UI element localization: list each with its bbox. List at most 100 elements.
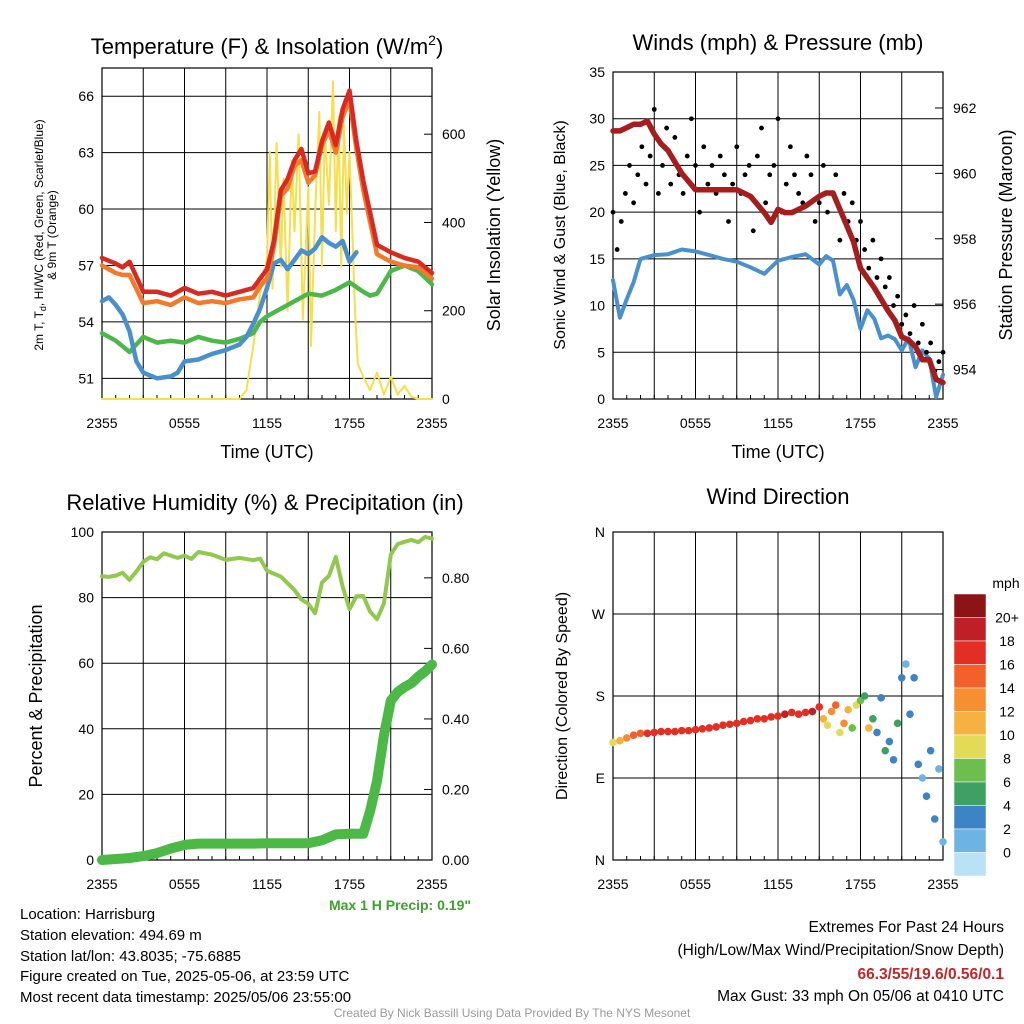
direction-point [926, 746, 935, 755]
direction-point [732, 719, 741, 728]
temperature-y-tick-label: 63 [78, 145, 94, 161]
winds-panel: Winds (mph) & Pressure (mb) Sonic Wind &… [552, 30, 1016, 462]
colorbar-swatch [953, 687, 987, 712]
temperature-ylabel-right: Solar Insolation (Yellow) [484, 139, 504, 331]
colorbar-label: 0 [1003, 845, 1011, 861]
humidity-y-tick-label: 60 [78, 655, 94, 671]
gust-point [862, 247, 868, 252]
colorbar-swatch [953, 734, 987, 759]
gust-point [878, 256, 884, 262]
gust-point [754, 153, 760, 159]
gust-point [882, 284, 888, 290]
humidity-y2-tick-label: 0.60 [442, 640, 469, 656]
relative-humidity-series [100, 534, 434, 622]
gust-point [771, 163, 777, 168]
winds-x-tick-label: 1155 [763, 415, 793, 431]
gust-point [833, 172, 839, 178]
wind-direction-ylabel: Direction (Colored By Speed) [554, 592, 571, 800]
temperature-y-tick-label: 60 [78, 201, 94, 217]
humidity-y-tick-label: 0 [86, 852, 94, 868]
direction-point [808, 707, 817, 716]
insolation-yellow-series [101, 80, 433, 400]
colorbar-swatch [953, 593, 987, 618]
wind_direction-grid [612, 531, 944, 861]
figure-created: Figure created on Tue, 2025-05-06, at 23… [20, 968, 350, 985]
temperature-red-series [99, 88, 435, 298]
gust-point [804, 153, 810, 159]
colorbar-label: 14 [999, 680, 1015, 696]
humidity-y-tick-label: 20 [78, 786, 94, 802]
gust-point [796, 191, 802, 196]
direction-point [794, 710, 803, 719]
colorbar-swatch [953, 617, 987, 642]
gust-point [759, 125, 764, 131]
direction-point [831, 701, 840, 709]
direction-point [657, 727, 665, 736]
colorbar-label: 6 [1003, 774, 1011, 790]
gust-point [614, 247, 620, 252]
temperature-x-tick-label: 1155 [252, 415, 282, 431]
gust-point [911, 303, 917, 308]
winds-y-tick-label: 0 [597, 391, 605, 407]
temperature-y2-tick-label: 200 [442, 303, 466, 319]
gust-point [792, 172, 797, 178]
wind_direction-y-tick-label: N [595, 852, 605, 868]
gust-point [709, 163, 715, 168]
colorbar-label: 20+ [995, 610, 1019, 626]
direction-point [643, 729, 652, 738]
direction-point [844, 705, 852, 714]
direction-point [739, 717, 748, 726]
temperature-plot-frame [101, 67, 433, 400]
direction-point [823, 721, 832, 729]
colorbar-label: 12 [999, 704, 1015, 720]
direction-point [840, 719, 848, 728]
gust-point [903, 312, 909, 318]
colorbar-swatch [953, 828, 987, 853]
direction-point [629, 731, 638, 739]
direction-point [677, 726, 686, 735]
winds-y-tick-label: 10 [589, 298, 605, 314]
winds-title: Winds (mph) & Pressure (mb) [633, 30, 924, 55]
colorbar-label: 16 [999, 657, 1015, 673]
gust-point [808, 172, 814, 178]
precipitation-series [97, 659, 437, 865]
gust-point [874, 275, 880, 280]
gust-point [655, 191, 661, 196]
colorbar-title: mph [992, 575, 1019, 591]
humidity-x-tick-label: 0555 [169, 876, 200, 892]
direction-point [698, 725, 707, 733]
gust-point [895, 293, 901, 299]
humidity-panel: Relative Humidity (%) & Precipitation (i… [26, 490, 471, 913]
winds-y2-tick-label: 954 [953, 362, 977, 378]
direction-point [819, 714, 828, 723]
direction-point [712, 723, 720, 731]
direction-point [885, 737, 894, 746]
colorbar-swatch [953, 664, 987, 689]
direction-point [930, 815, 939, 823]
gust-point [928, 340, 934, 346]
gust-point [627, 163, 632, 168]
direction-point [827, 707, 836, 716]
winds-x-tick-label: 2355 [927, 415, 958, 431]
colorbar-label: 2 [1003, 821, 1011, 837]
wind-direction-panel: Wind Direction Direction (Colored By Spe… [554, 484, 1020, 892]
wind_direction-y-tick-label: W [592, 606, 606, 622]
gust-point [684, 153, 690, 159]
direction-point [767, 713, 775, 721]
temperature-y-tick-label: 66 [78, 88, 94, 104]
wind_direction-y-tick-label: E [596, 770, 605, 786]
gust-point [643, 181, 649, 187]
humidity-y2-tick-label: 0.40 [442, 711, 469, 727]
temperature-panel: Temperature (F) & Insolation (W/m2) 2m T… [32, 32, 504, 462]
direction-point [815, 703, 824, 711]
gust-point [812, 219, 818, 224]
gust-point [866, 265, 872, 271]
gust-point [680, 191, 686, 196]
gust-point [631, 200, 637, 206]
direction-point [616, 736, 624, 745]
winds-y2-tick-label: 960 [953, 165, 977, 181]
winds-x-tick-label: 0555 [680, 415, 711, 431]
gust-point [647, 153, 653, 159]
gust-point [763, 200, 769, 206]
